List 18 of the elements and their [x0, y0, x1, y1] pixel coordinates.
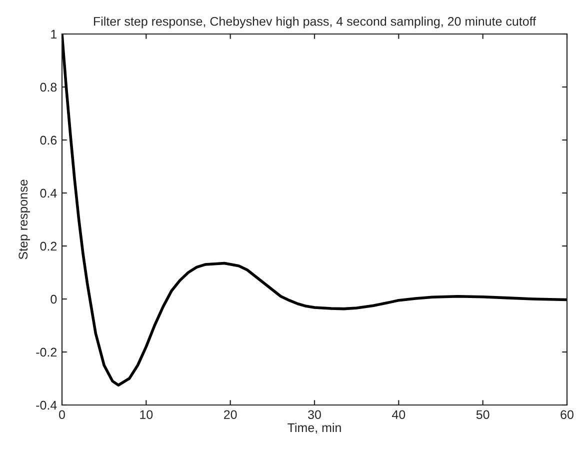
chart-title: Filter step response, Chebyshev high pass, 4 second sampling, 20 minute cutoff [94, 16, 536, 28]
y-tick-label: 0.8 [40, 82, 57, 92]
x-tick-label: 10 [140, 410, 153, 420]
x-tick-label: 60 [560, 410, 574, 420]
y-tick-label: 0.2 [40, 242, 57, 251]
y-tick-label: 0 [50, 294, 57, 304]
y-tick-label: 1 [51, 30, 57, 39]
x-tick-label: 30 [308, 410, 321, 420]
y-axis-title: Step response [18, 180, 30, 260]
x-axis-title: Time, min [288, 422, 341, 434]
x-tick-label: 0 [59, 410, 65, 420]
x-tick-label: 20 [224, 410, 237, 420]
y-tick-label: -0.2 [36, 348, 57, 357]
x-tick-label: 50 [476, 410, 490, 420]
y-tick-label: -0.4 [36, 400, 57, 410]
x-tick-label: 40 [392, 410, 406, 420]
y-tick-label: 0.6 [40, 136, 57, 145]
y-tick-label: 0.4 [40, 188, 57, 198]
